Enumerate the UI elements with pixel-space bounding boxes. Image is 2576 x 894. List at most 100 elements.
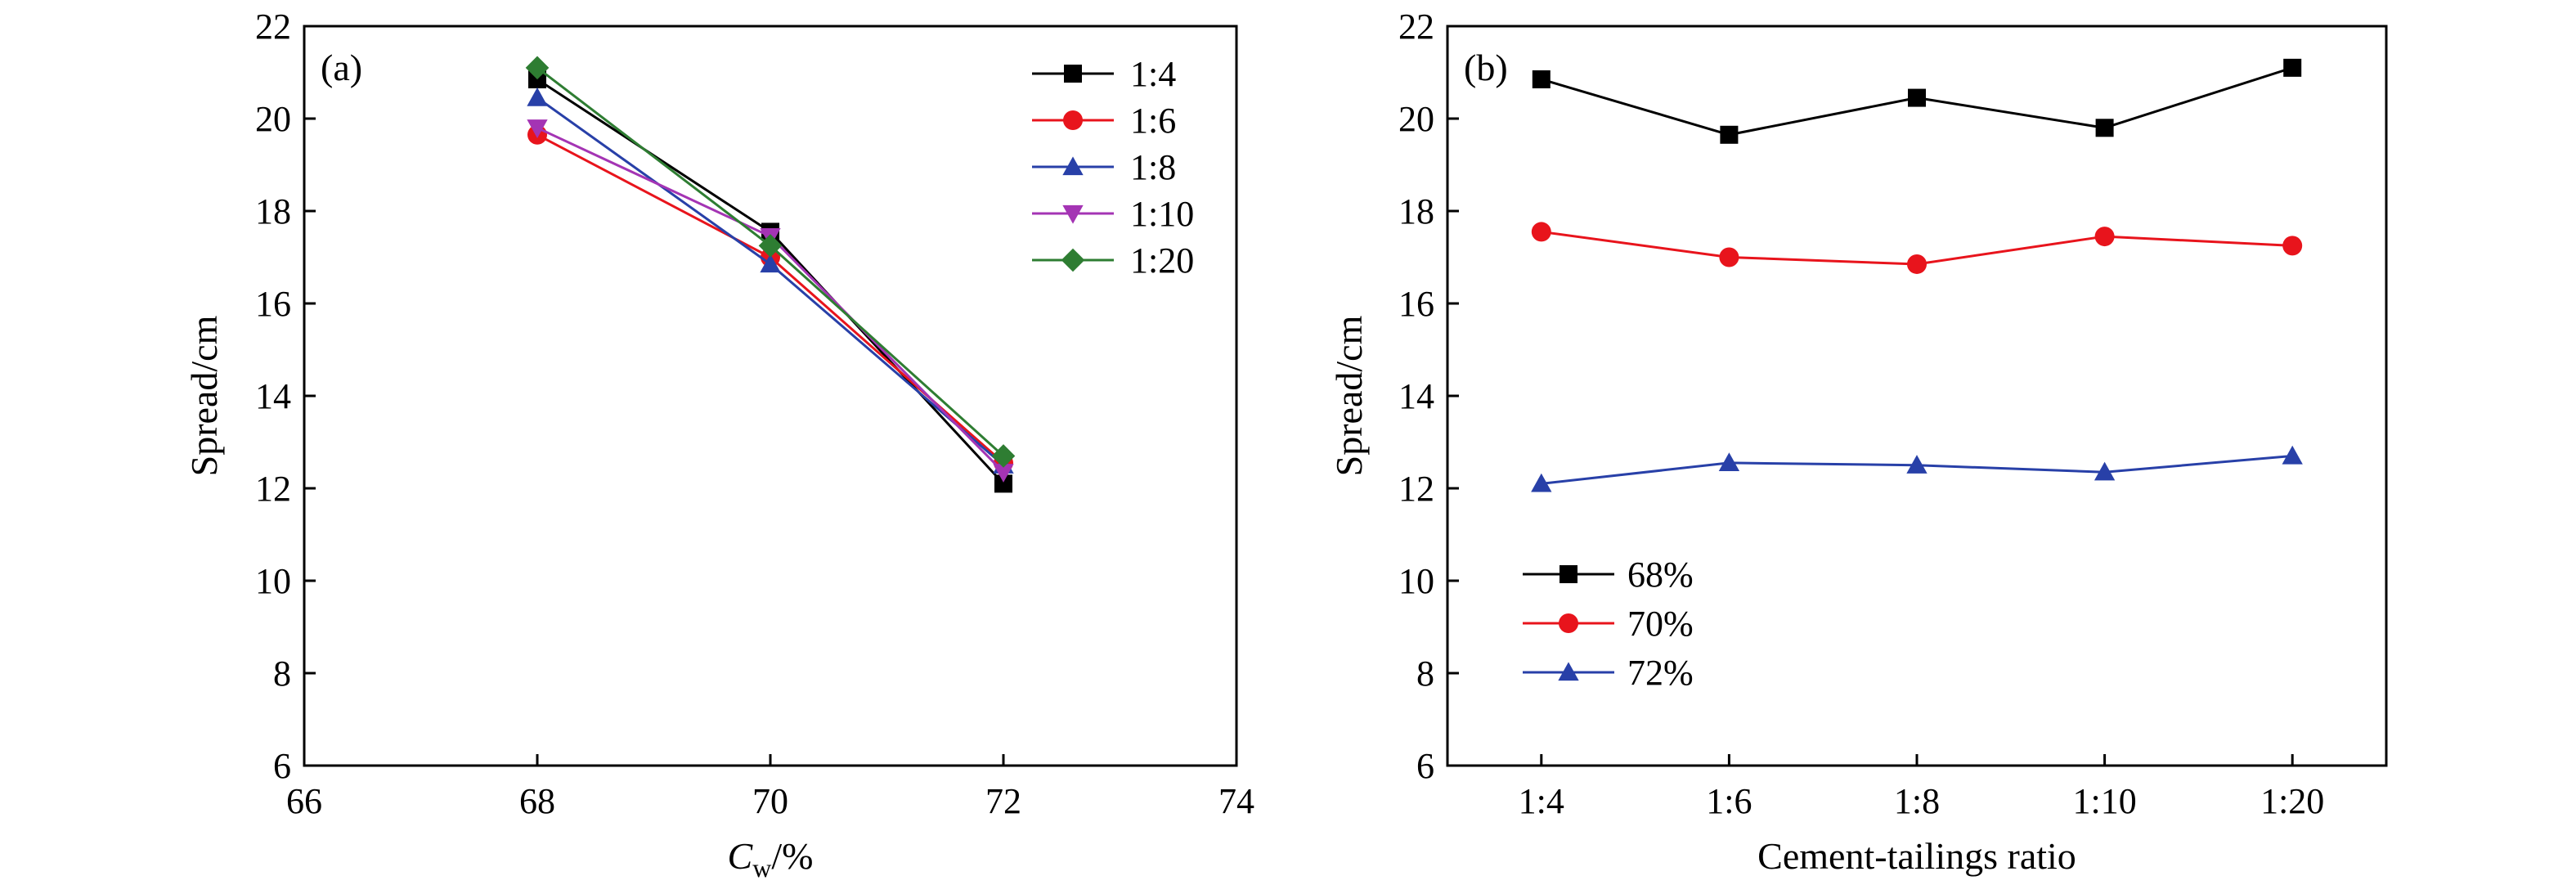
legend-label: 1:20	[1130, 240, 1194, 281]
x-tick-label: 68	[519, 781, 555, 821]
legend-marker	[1559, 613, 1578, 633]
data-point	[993, 464, 1014, 483]
y-tick-label: 20	[1398, 99, 1434, 139]
x-tick-label: 70	[752, 781, 788, 821]
data-point	[991, 444, 1016, 468]
data-point	[1531, 222, 1551, 242]
data-point	[2094, 227, 2115, 247]
legend-label: 1:10	[1130, 194, 1194, 234]
series-68-	[1532, 58, 2302, 144]
legend: 1:4 1:6 1:8 1:10 1:20	[1032, 54, 1194, 281]
legend-label: 68%	[1627, 555, 1694, 595]
plot-frame	[303, 25, 1238, 767]
legend-label: 1:4	[1130, 54, 1176, 94]
series-1-4	[528, 70, 1012, 493]
y-tick-label: 18	[1398, 191, 1434, 231]
series-line	[536, 78, 1005, 485]
y-tick-label: 6	[1416, 746, 1434, 786]
legend-item: 1:10	[1032, 194, 1194, 234]
series-72-	[1531, 445, 2303, 492]
x-axis-label-symbol: C	[728, 835, 754, 877]
x-tick-label: 74	[1218, 781, 1254, 821]
legend-label: 70%	[1627, 604, 1694, 644]
series-1-10	[527, 119, 1014, 483]
data-point	[1532, 70, 1551, 88]
legend-item: 1:6	[1032, 101, 1176, 141]
series-line	[536, 133, 1004, 465]
y-tick-label: 20	[255, 99, 291, 139]
legend-marker	[1062, 156, 1084, 176]
legend-item: 1:4	[1032, 54, 1176, 94]
data-point	[1720, 125, 1739, 144]
legend-item: 70%	[1523, 604, 1694, 644]
data-point	[760, 254, 781, 273]
y-tick-label: 22	[255, 7, 291, 47]
series-70-	[1531, 222, 2303, 274]
series-1-6	[527, 124, 1013, 473]
y-axis-label: Spread/cm	[183, 315, 225, 476]
legend-item: 1:20	[1032, 240, 1194, 281]
y-tick-label: 10	[255, 561, 291, 601]
x-tick-label: 1:6	[1706, 781, 1752, 821]
y-tick-label: 22	[1398, 7, 1434, 47]
data-point	[2282, 236, 2303, 256]
legend-label: 1:8	[1130, 147, 1176, 187]
legend-marker	[1560, 565, 1577, 583]
y-tick-label: 14	[1398, 376, 1434, 416]
legend-item: 1:8	[1032, 147, 1176, 187]
series-line	[536, 97, 1004, 466]
x-tick-label: 1:4	[1519, 781, 1564, 821]
data-point	[1531, 473, 1552, 492]
x-tick-label: 66	[286, 781, 322, 821]
panel-label: (a)	[321, 47, 362, 88]
y-tick-label: 8	[273, 654, 291, 694]
series-line	[536, 126, 1005, 474]
y-tick-label: 18	[255, 191, 291, 231]
data-point	[758, 234, 783, 258]
legend-marker	[1558, 662, 1579, 681]
legend: 68% 70% 72%	[1523, 555, 1694, 693]
y-axis-label: Spread/cm	[1328, 315, 1370, 476]
y-tick-label: 12	[255, 469, 291, 509]
legend-item: 68%	[1523, 555, 1694, 595]
y-tick-label: 10	[1398, 561, 1434, 601]
data-point	[1908, 88, 1926, 107]
data-point	[1907, 254, 1927, 274]
x-axis-label-subscript: w	[752, 853, 771, 883]
legend-item: 72%	[1523, 653, 1694, 693]
legend-marker	[1061, 248, 1085, 272]
legend-marker	[1063, 110, 1083, 130]
data-point	[525, 56, 550, 80]
x-tick-label: 1:20	[2260, 781, 2324, 821]
y-tick-label: 14	[255, 376, 291, 416]
data-point	[2283, 58, 2302, 77]
data-point	[2282, 445, 2303, 465]
y-tick-label: 16	[1398, 284, 1434, 324]
y-tick-label: 16	[255, 284, 291, 324]
data-point	[994, 474, 1012, 493]
legend-label: 72%	[1627, 653, 1694, 693]
panel-label: (b)	[1464, 47, 1508, 88]
data-point	[527, 87, 548, 106]
y-tick-label: 12	[1398, 469, 1434, 509]
x-tick-label: 72	[985, 781, 1021, 821]
x-axis-label-unit: /%	[771, 835, 813, 877]
data-point	[1718, 452, 1740, 472]
x-tick-label: 1:8	[1894, 781, 1940, 821]
y-tick-label: 6	[273, 746, 291, 786]
data-point	[1906, 455, 1928, 474]
data-point	[527, 119, 548, 138]
plot-frame	[1446, 25, 2388, 767]
x-axis-label: Cw/%	[728, 835, 814, 883]
legend-marker	[1064, 65, 1082, 83]
y-tick-label: 8	[1416, 654, 1434, 694]
data-point	[2095, 119, 2114, 137]
series-1-20	[525, 56, 1016, 468]
data-point	[2094, 461, 2116, 481]
x-axis-label: Cement-tailings ratio	[1757, 835, 2076, 877]
panel-b: 6 8 10 12 14 16 18 20 22 1:4 1:6 1:8 1:10 1:20 Spread/…	[1328, 7, 2388, 877]
data-point	[1719, 247, 1739, 267]
legend-label: 1:6	[1130, 101, 1176, 141]
